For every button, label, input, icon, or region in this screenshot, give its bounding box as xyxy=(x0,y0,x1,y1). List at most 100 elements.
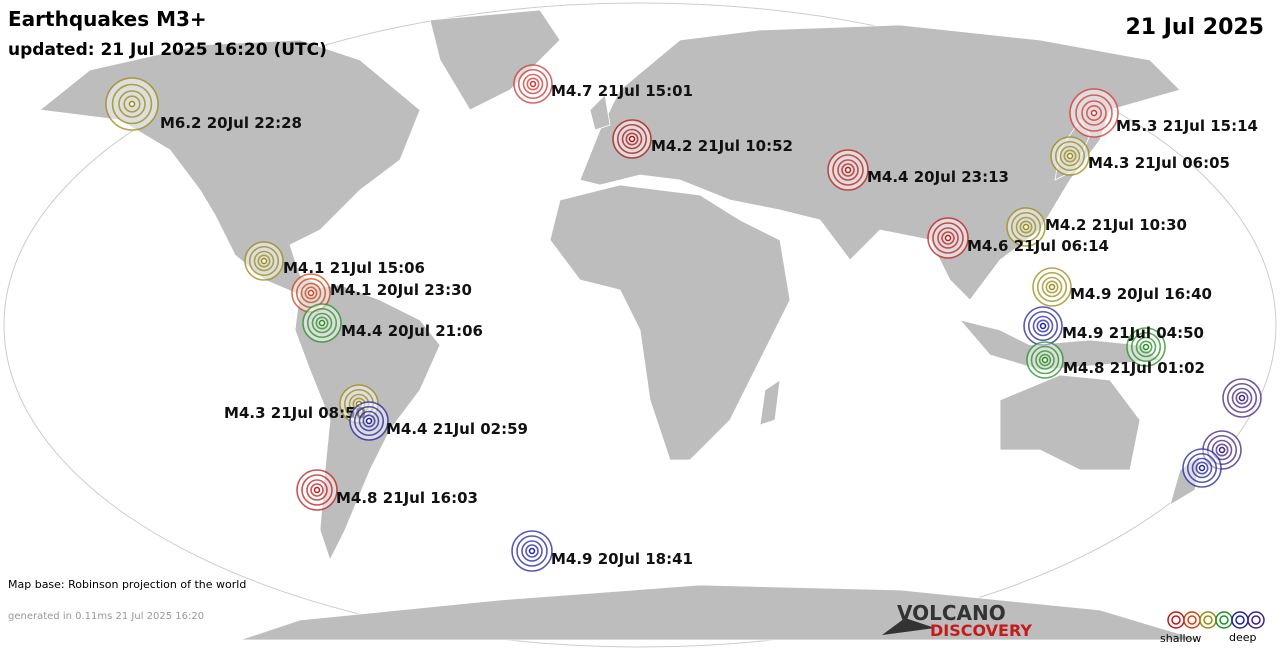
ring xyxy=(353,405,385,437)
ring xyxy=(1191,457,1213,479)
legend-ring xyxy=(1247,611,1265,629)
center xyxy=(1090,109,1098,117)
legend-ring xyxy=(1171,615,1181,625)
ring xyxy=(521,540,543,562)
quake-marker xyxy=(511,530,553,572)
quake-marker xyxy=(105,77,159,131)
quake-label: M4.6 21Jul 06:14 xyxy=(967,237,1109,255)
updated: updated: 21 Jul 2025 16:20 (UTC) xyxy=(8,40,327,60)
legend-shallow: shallow xyxy=(1160,632,1201,645)
center xyxy=(1048,283,1056,291)
ring xyxy=(932,222,964,254)
ring xyxy=(306,479,328,501)
ring xyxy=(517,68,549,100)
ring xyxy=(118,90,146,118)
quake-marker xyxy=(1069,88,1119,138)
quake-marker xyxy=(296,469,338,511)
ring xyxy=(1030,345,1060,375)
quake-marker xyxy=(927,217,969,259)
ring xyxy=(1086,105,1103,122)
ring xyxy=(1036,271,1068,303)
land xyxy=(39,9,1201,641)
ring xyxy=(1075,94,1113,132)
ring xyxy=(253,250,275,272)
center xyxy=(1066,152,1074,160)
quake-label: M4.8 21Jul 01:02 xyxy=(1063,359,1205,377)
ring xyxy=(1226,382,1258,414)
ring xyxy=(621,128,643,150)
quake-label: M4.9 20Jul 16:40 xyxy=(1070,285,1212,303)
legend-ring xyxy=(1219,615,1229,625)
quake-marker xyxy=(1126,327,1166,367)
center xyxy=(318,319,326,327)
center xyxy=(1198,464,1206,472)
quake-label: M4.2 21Jul 10:52 xyxy=(651,137,793,155)
quake-label: M4.3 21Jul 06:05 xyxy=(1088,154,1230,172)
ring xyxy=(1139,340,1153,354)
ring xyxy=(1235,391,1249,405)
quake-marker xyxy=(302,303,342,343)
ring xyxy=(1081,100,1107,126)
legend-ring xyxy=(1215,611,1233,629)
quake-label: M4.7 21Jul 15:01 xyxy=(551,82,693,100)
ring xyxy=(841,163,855,177)
quakes: M6.2 20Jul 22:28 M4.7 21Jul 15:01 M4.2 21J… xyxy=(105,64,1262,572)
quake-marker xyxy=(827,149,869,191)
quake-marker xyxy=(612,119,652,159)
legend-deep: deep xyxy=(1229,631,1257,644)
quake-label: M4.1 20Jul 23:30 xyxy=(330,281,472,299)
quake-label: M4.4 20Jul 21:06 xyxy=(341,322,483,340)
ring xyxy=(941,231,955,245)
ring xyxy=(1015,216,1037,238)
legend-ring xyxy=(1203,615,1213,625)
ring xyxy=(1010,211,1042,243)
center xyxy=(365,417,373,425)
legend-ring xyxy=(1187,615,1197,625)
generated: generated in 0.11ms 21 Jul 2025 16:20 xyxy=(8,611,204,622)
date: 21 Jul 2025 xyxy=(1125,15,1264,40)
ring xyxy=(526,77,540,91)
center xyxy=(1022,223,1030,231)
quake-label: M4.4 21Jul 02:59 xyxy=(386,420,528,438)
quake-label: M4.9 21Jul 04:50 xyxy=(1062,324,1204,342)
ring xyxy=(248,245,280,277)
quake-label: M6.2 20Jul 22:28 xyxy=(160,114,302,132)
quake-label: M4.8 21Jul 16:03 xyxy=(336,489,478,507)
ring xyxy=(522,73,544,95)
ring xyxy=(1032,315,1054,337)
ring xyxy=(306,307,338,339)
center xyxy=(128,100,136,108)
ring xyxy=(1211,439,1233,461)
ring xyxy=(516,535,548,567)
ring xyxy=(1186,452,1218,484)
ring xyxy=(1045,280,1059,294)
quake-marker xyxy=(1182,448,1222,488)
legend-ring xyxy=(1251,615,1261,625)
center xyxy=(1218,446,1226,454)
center xyxy=(1142,343,1150,351)
ring xyxy=(1059,145,1081,167)
center xyxy=(313,486,321,494)
ring xyxy=(111,83,153,125)
legend-ring xyxy=(1167,611,1185,629)
ring xyxy=(625,132,639,146)
ring xyxy=(1035,350,1055,370)
ring xyxy=(1036,319,1050,333)
quake-label: M4.1 21Jul 15:06 xyxy=(283,259,425,277)
center xyxy=(844,166,852,174)
quake-marker xyxy=(1023,306,1063,346)
ring xyxy=(311,312,333,334)
legend-ring xyxy=(1199,611,1217,629)
title: Earthquakes M3+ xyxy=(8,7,207,31)
quake-marker xyxy=(349,401,389,441)
center xyxy=(944,234,952,242)
quake-label: M4.4 20Jul 23:13 xyxy=(867,168,1009,186)
center xyxy=(1238,394,1246,402)
quake-marker xyxy=(1006,207,1046,247)
quake-marker xyxy=(1050,136,1090,176)
quake-marker xyxy=(1026,341,1064,379)
ring xyxy=(304,286,318,300)
ring xyxy=(1019,220,1033,234)
quake-marker xyxy=(513,64,553,104)
